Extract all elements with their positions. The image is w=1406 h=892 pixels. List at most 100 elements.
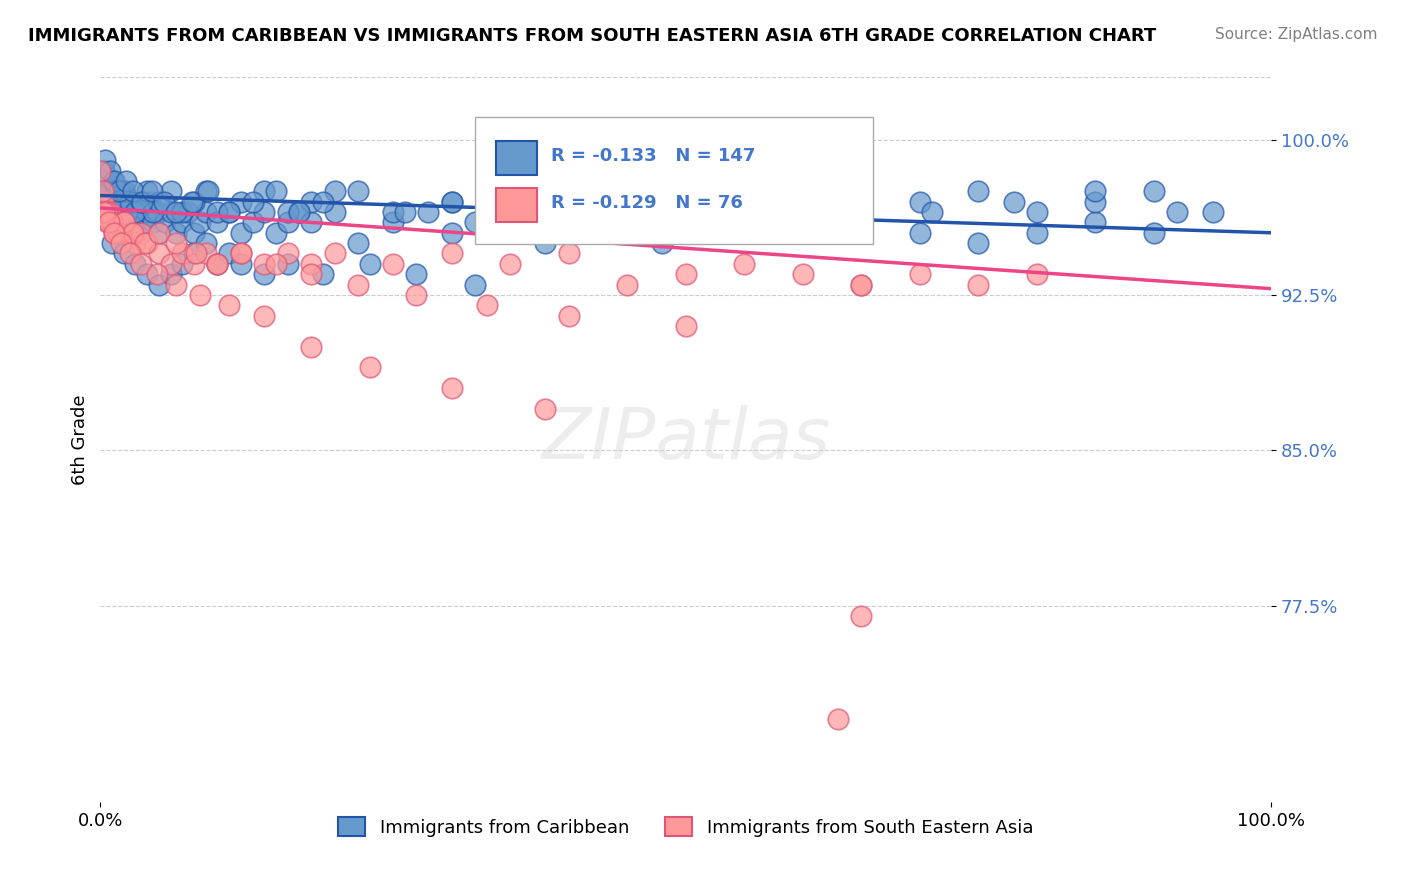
Point <box>131 257 153 271</box>
Point <box>218 246 240 260</box>
Point <box>103 174 125 188</box>
Point <box>1143 185 1166 199</box>
Point <box>93 194 115 209</box>
Point <box>1084 194 1107 209</box>
Point <box>100 194 122 209</box>
Point <box>229 257 252 271</box>
Point <box>440 194 463 209</box>
Point <box>218 205 240 219</box>
Point <box>91 185 114 199</box>
Point <box>100 205 122 219</box>
Point <box>180 194 202 209</box>
Text: ZIPatlas: ZIPatlas <box>541 405 830 475</box>
Point <box>93 205 115 219</box>
Point <box>107 215 129 229</box>
Point <box>172 246 194 260</box>
Point <box>616 185 638 199</box>
Point <box>359 360 381 375</box>
Point <box>1002 194 1025 209</box>
Point <box>242 215 264 229</box>
Point <box>1201 205 1223 219</box>
Point <box>124 257 146 271</box>
Point <box>172 257 194 271</box>
Point <box>534 401 557 416</box>
Point <box>112 185 135 199</box>
Point <box>347 185 370 199</box>
Text: IMMIGRANTS FROM CARIBBEAN VS IMMIGRANTS FROM SOUTH EASTERN ASIA 6TH GRADE CORREL: IMMIGRANTS FROM CARIBBEAN VS IMMIGRANTS … <box>28 27 1156 45</box>
Point <box>194 205 217 219</box>
Point <box>145 205 167 219</box>
Point <box>118 205 141 219</box>
Point <box>440 226 463 240</box>
Text: R = -0.129   N = 76: R = -0.129 N = 76 <box>551 194 742 211</box>
Point <box>1166 205 1188 219</box>
Point <box>96 174 118 188</box>
Point <box>697 205 720 219</box>
Point <box>299 215 322 229</box>
Point <box>921 205 943 219</box>
Point <box>188 215 211 229</box>
Point <box>312 194 335 209</box>
Point <box>118 194 141 209</box>
Point <box>207 215 229 229</box>
Point <box>89 174 111 188</box>
Point <box>242 194 264 209</box>
Point <box>616 205 638 219</box>
Point <box>581 215 603 229</box>
Point <box>299 194 322 209</box>
Text: R = -0.133   N = 147: R = -0.133 N = 147 <box>551 146 755 165</box>
Point <box>96 185 118 199</box>
Point <box>229 226 252 240</box>
Point <box>1026 226 1049 240</box>
Point <box>136 185 159 199</box>
Point <box>616 277 638 292</box>
Point <box>122 194 145 209</box>
Point <box>94 153 117 168</box>
FancyBboxPatch shape <box>475 118 873 244</box>
Point <box>264 257 287 271</box>
Point <box>499 205 522 219</box>
Point <box>253 309 276 323</box>
Point <box>557 226 579 240</box>
Point <box>148 246 170 260</box>
Point <box>122 226 145 240</box>
Point <box>194 236 217 251</box>
Point <box>207 257 229 271</box>
Point <box>101 194 124 209</box>
Point <box>253 205 276 219</box>
Point <box>675 205 697 219</box>
Point <box>908 267 931 281</box>
Point <box>359 257 381 271</box>
Point <box>98 163 121 178</box>
Point <box>382 257 405 271</box>
Point <box>207 257 229 271</box>
Point <box>96 215 118 229</box>
Point <box>131 226 153 240</box>
Point <box>207 257 229 271</box>
Point <box>347 236 370 251</box>
Point <box>323 185 346 199</box>
Point <box>172 205 194 219</box>
Point <box>733 257 755 271</box>
Point <box>851 608 873 623</box>
Point <box>142 215 165 229</box>
Point <box>89 163 111 178</box>
Point <box>440 381 463 395</box>
Point <box>908 226 931 240</box>
Point <box>733 194 755 209</box>
Point <box>96 205 118 219</box>
Point <box>112 185 135 199</box>
Point <box>186 246 208 260</box>
Point <box>103 185 125 199</box>
Point <box>792 185 814 199</box>
Point <box>131 194 153 209</box>
Point <box>288 205 311 219</box>
Point <box>112 246 135 260</box>
Point <box>101 215 124 229</box>
Point <box>148 277 170 292</box>
Point <box>1143 226 1166 240</box>
Point <box>557 309 579 323</box>
Point <box>112 215 135 229</box>
Point <box>107 194 129 209</box>
Point <box>103 174 125 188</box>
